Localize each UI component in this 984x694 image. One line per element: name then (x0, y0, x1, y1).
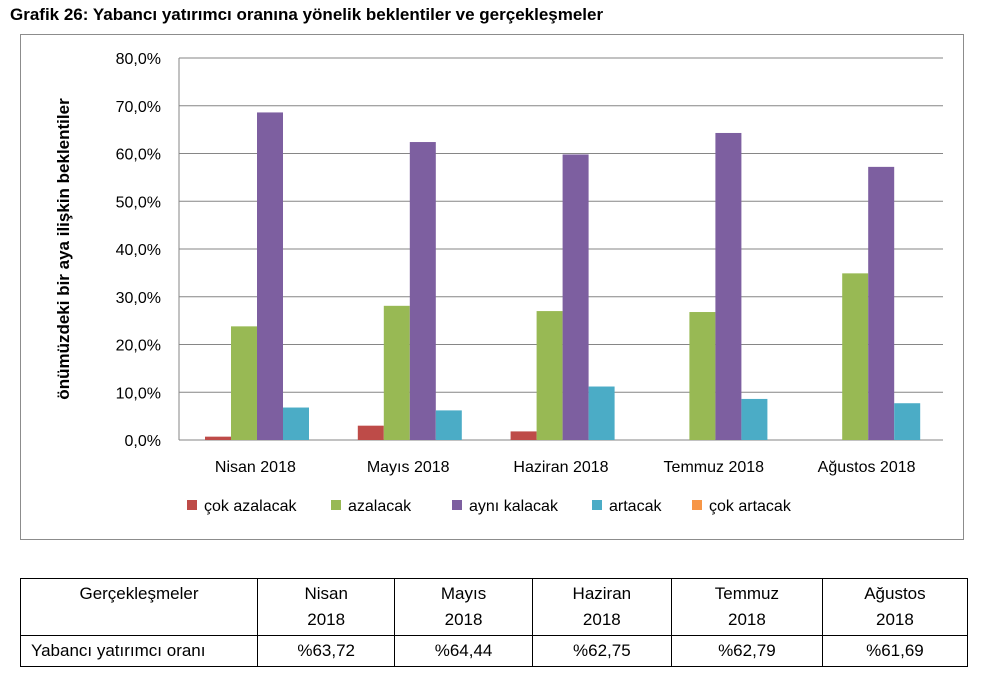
bar (741, 398, 768, 440)
bar-chart: 0,0% 10,0% 20,0% 30,0% 40,0% 50,0% 60,0% 70,0% 8… (54, 51, 943, 515)
table-cell: %62,79 (670, 635, 823, 667)
bar (562, 154, 589, 440)
x-tick-label: Haziran 2018 (513, 459, 608, 476)
bar (588, 386, 615, 440)
legend-swatch (331, 500, 341, 510)
x-tick-label: Temmuz 2018 (664, 459, 765, 476)
bar (383, 305, 410, 440)
y-tick-label: 40,0% (116, 242, 161, 259)
table-header-cell: Ağustos 2018 (821, 578, 969, 636)
bar (510, 431, 537, 440)
table-cell: %61,69 (821, 635, 969, 667)
table-header-row: Gerçekleşmeler Nisan 2018 Mayıs 2018 Hazir… (20, 578, 969, 636)
table-header-cell: Nisan 2018 (256, 578, 396, 636)
y-tick-label: 10,0% (116, 385, 161, 402)
y-tick-label: 50,0% (116, 194, 161, 211)
table-row-label: Yabancı yatırımcı oranı (20, 635, 258, 667)
bar (894, 403, 921, 440)
bar (283, 407, 309, 440)
x-tick-label: Mayıs 2018 (367, 459, 450, 476)
bar (868, 166, 895, 440)
y-tick-label: 0,0% (125, 433, 161, 450)
table-cell: %62,75 (531, 635, 672, 667)
legend-swatch (692, 500, 702, 510)
table-header-cell: Haziran 2018 (531, 578, 672, 636)
x-tick-label: Ağustos 2018 (818, 459, 916, 476)
bar (205, 436, 231, 440)
legend-label: azalacak (348, 498, 412, 515)
y-tick-label: 70,0% (116, 99, 161, 116)
legend-swatch (187, 500, 197, 510)
table-header-cell: Temmuz 2018 (670, 578, 823, 636)
bar (435, 410, 462, 440)
y-axis-label: önümüzdeki bir aya ilişkin beklentiler (54, 98, 73, 400)
table-header-cell: Mayıs 2018 (394, 578, 533, 636)
y-tick-label: 80,0% (116, 51, 161, 68)
table-cell: %64,44 (394, 635, 533, 667)
y-tick-label: 20,0% (116, 338, 161, 355)
bar (689, 312, 716, 440)
bar (536, 311, 563, 440)
y-tick-label: 60,0% (116, 147, 161, 164)
y-tick-label: 30,0% (116, 290, 161, 307)
bar (409, 142, 436, 440)
legend-label: çok artacak (709, 498, 792, 515)
chart-container: 0,0% 10,0% 20,0% 30,0% 40,0% 50,0% 60,0% 70,0% 8… (20, 34, 964, 540)
bar (715, 132, 742, 440)
bar (842, 273, 869, 440)
bar (231, 326, 257, 440)
legend-label: artacak (609, 498, 662, 515)
legend-label: çok azalacak (204, 498, 297, 515)
table-row: Yabancı yatırımcı oranı %63,72 %64,44 %6… (20, 635, 969, 667)
table-cell: %63,72 (256, 635, 396, 667)
bar (357, 425, 384, 440)
table-header-label: Gerçekleşmeler (20, 578, 258, 636)
figure-title: Grafik 26: Yabancı yatırımcı oranına yön… (10, 5, 604, 24)
legend-label: aynı kalacak (469, 498, 559, 515)
realizations-table: Gerçekleşmeler Nisan 2018 Mayıs 2018 Hazir… (20, 578, 969, 667)
legend-swatch (592, 500, 602, 510)
x-tick-label: Nisan 2018 (215, 459, 296, 476)
bar (257, 112, 283, 440)
legend-swatch (452, 500, 462, 510)
